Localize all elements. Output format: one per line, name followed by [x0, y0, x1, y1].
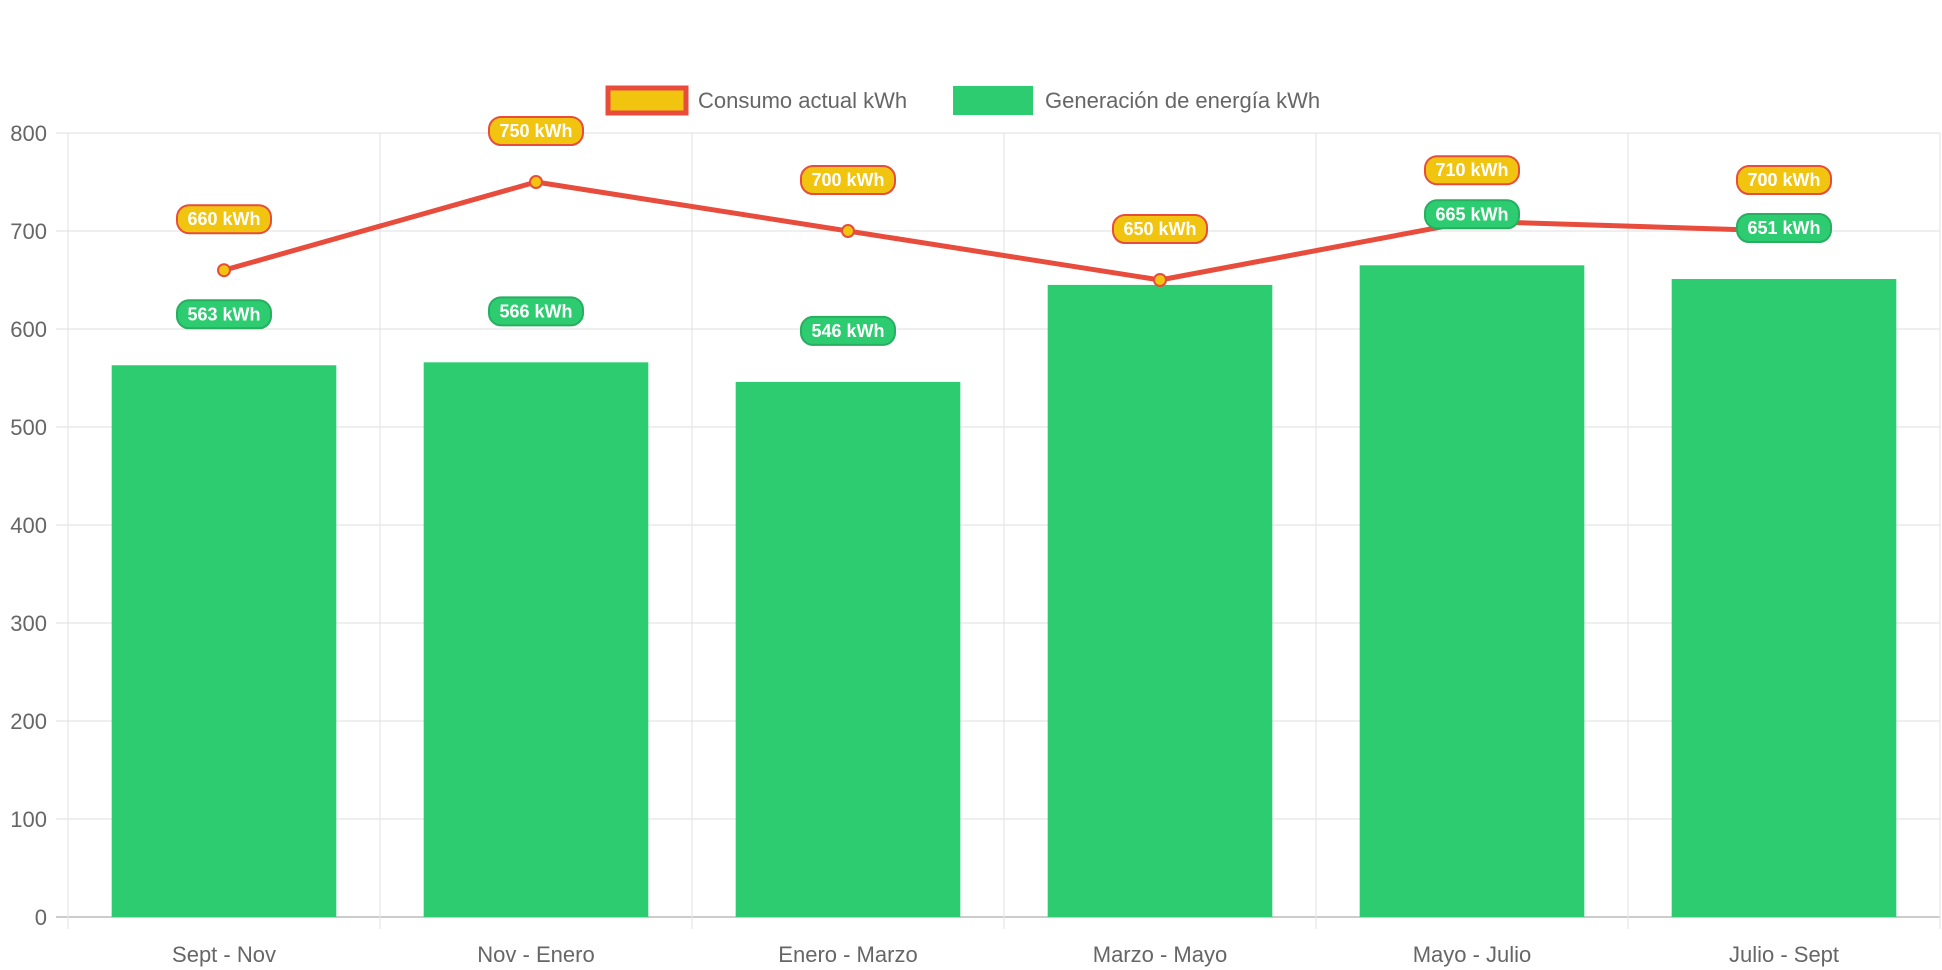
legend-swatch-generacion	[953, 86, 1033, 115]
line-data-label: 710 kWh	[1435, 160, 1508, 180]
y-tick-label: 200	[10, 709, 47, 734]
line-data-label: 700 kWh	[811, 170, 884, 190]
line-data-label: 750 kWh	[499, 121, 572, 141]
line-point	[529, 175, 543, 189]
x-tick-label: Sept - Nov	[172, 942, 276, 967]
bar-data-label: 651 kWh	[1747, 218, 1820, 238]
x-tick-label: Enero - Marzo	[778, 942, 917, 967]
bar-data-label: 546 kWh	[811, 321, 884, 341]
bar	[735, 381, 961, 917]
x-tick-label: Julio - Sept	[1729, 942, 1839, 967]
bar	[111, 365, 337, 917]
line-series	[223, 179, 1785, 283]
legend-label-consumo: Consumo actual kWh	[698, 88, 907, 113]
line-point	[217, 263, 231, 278]
line-data-label-bg	[1112, 214, 1208, 244]
bar	[423, 362, 649, 917]
line-data-label: 700 kWh	[1747, 170, 1820, 190]
bar	[1047, 284, 1273, 917]
line-data-label-bg	[1424, 155, 1520, 186]
bar-data-label: 563 kWh	[187, 304, 260, 324]
bar	[1359, 265, 1585, 917]
y-tick-label: 0	[35, 905, 47, 930]
bar-data-label: 665 kWh	[1435, 204, 1508, 224]
line-data-label-bg	[800, 165, 896, 195]
y-tick-label: 400	[10, 513, 47, 538]
line-data-label-bg	[488, 116, 584, 146]
y-tick-label: 700	[10, 219, 47, 244]
x-tick-label: Nov - Enero	[477, 942, 594, 967]
y-tick-label: 800	[10, 121, 47, 146]
y-tick-label: 100	[10, 807, 47, 832]
bar-data-label-bg	[1736, 213, 1832, 244]
bar-data-label-bg	[1424, 199, 1520, 230]
legend-swatch-consumo	[605, 85, 689, 116]
x-tick-label: Mayo - Julio	[1413, 942, 1532, 967]
bar-data-label-bg	[488, 296, 584, 327]
line-point	[1153, 273, 1167, 287]
y-tick-label: 600	[10, 317, 47, 342]
bar-data-label-bg	[176, 299, 272, 330]
y-tick-label: 500	[10, 415, 47, 440]
y-tick-label: 300	[10, 611, 47, 636]
bar	[1671, 279, 1897, 917]
bar-data-label-bg	[800, 315, 896, 346]
x-tick-label: Marzo - Mayo	[1093, 942, 1227, 967]
line-data-label-bg	[176, 204, 272, 235]
line-point	[841, 224, 855, 238]
bar-data-label: 566 kWh	[499, 301, 572, 321]
line-data-label-bg	[1736, 165, 1832, 195]
line-data-label: 660 kWh	[187, 209, 260, 229]
legend-label-generacion: Generación de energía kWh	[1045, 88, 1320, 113]
line-data-label: 650 kWh	[1123, 219, 1196, 239]
